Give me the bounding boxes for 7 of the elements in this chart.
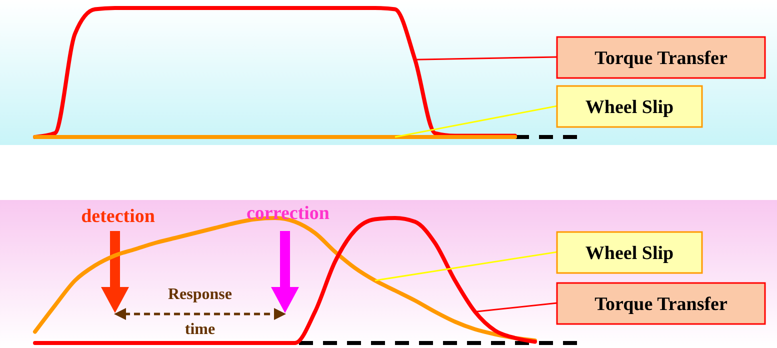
annotation: Response time <box>168 286 232 338</box>
legend-label: Torque Transfer <box>594 294 728 315</box>
annotation: detection <box>81 206 156 227</box>
text: Torque Transfer <box>594 48 728 69</box>
text: Wheel Slip <box>585 97 674 118</box>
annotation: correction <box>246 203 330 224</box>
text: Wheel Slip <box>585 243 674 264</box>
